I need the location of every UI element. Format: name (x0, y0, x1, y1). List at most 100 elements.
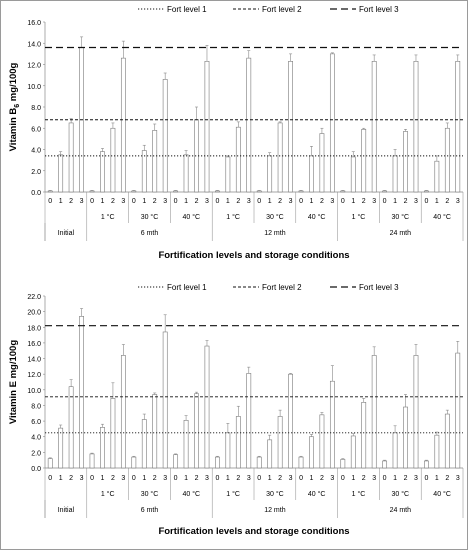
y-tick-label: 6.0 (31, 126, 41, 133)
bar (455, 61, 461, 193)
y-tick-label: 4.0 (31, 148, 41, 155)
bar (267, 155, 273, 193)
bar (215, 190, 220, 193)
y-axis-label: Vitamin E mg/100g (8, 340, 19, 424)
bar (120, 57, 126, 193)
bar (173, 190, 179, 193)
bar (329, 53, 335, 193)
x-tick-label: 1 (226, 198, 230, 205)
bar (152, 394, 158, 469)
bar (403, 131, 408, 193)
bar (256, 190, 262, 193)
x-tick-label: 2 (236, 198, 240, 205)
x-tick-label: 3 (456, 475, 460, 482)
x-tick-label: 2 (404, 475, 408, 482)
y-tick-label: 16.0 (27, 20, 41, 27)
bar (444, 127, 450, 193)
temperature-label: 40 °C (308, 213, 326, 221)
x-tick-label: 2 (362, 475, 366, 482)
x-tick-label: 3 (330, 475, 334, 482)
x-tick-label: 2 (236, 475, 240, 482)
bar (162, 79, 168, 193)
bar (350, 156, 356, 193)
x-tick-label: 3 (163, 475, 167, 482)
temperature-label: 30 °C (266, 490, 284, 498)
x-tick-label: 1 (268, 475, 272, 482)
x-tick-label: 2 (278, 475, 282, 482)
temperature-label: 30 °C (266, 213, 284, 221)
x-tick-label: 3 (163, 198, 167, 205)
x-tick-label: 3 (289, 475, 293, 482)
x-axis-label: Fortification levels and storage conditi… (158, 526, 349, 537)
bar (424, 460, 429, 469)
bar (235, 126, 241, 193)
y-tick-label: 16.0 (27, 341, 41, 348)
temperature-label: 1 °C (226, 213, 240, 221)
temperature-label: 40 °C (433, 213, 451, 221)
x-tick-label: 1 (184, 475, 188, 482)
x-tick-label: 1 (101, 475, 105, 482)
x-tick-label: 1 (184, 198, 188, 205)
x-tick-label: 3 (80, 198, 84, 205)
x-tick-label: 0 (383, 475, 387, 482)
temperature-label: 1 °C (226, 490, 240, 498)
bar (68, 122, 74, 193)
x-tick-label: 2 (320, 475, 324, 482)
bar (382, 460, 388, 469)
y-tick-label: 14.0 (27, 357, 41, 364)
bar (361, 402, 367, 469)
bar (277, 122, 283, 193)
bar (204, 61, 210, 193)
x-tick-label: 0 (424, 475, 428, 482)
bar (288, 373, 293, 469)
x-tick-label: 1 (142, 475, 146, 482)
time-label: Initial (58, 230, 75, 237)
x-tick-label: 0 (299, 475, 303, 482)
bar (319, 414, 325, 469)
x-tick-label: 3 (205, 475, 209, 482)
bar (277, 416, 283, 469)
x-tick-label: 0 (174, 198, 178, 205)
chart-panel-1: 0.0 2.0 4.0 6.0 8.0 10.0 12.0 14.0 16.0 Vitamin B… (8, 5, 464, 261)
x-tick-label: 2 (69, 475, 73, 482)
x-tick-label: 3 (456, 198, 460, 205)
y-tick-label: 6.0 (31, 419, 41, 426)
x-tick-label: 2 (362, 198, 366, 205)
y-tick-label: 2.0 (31, 169, 41, 176)
x-tick-label: 1 (142, 198, 146, 205)
x-tick-label: 1 (310, 198, 314, 205)
time-label: 12 mth (264, 230, 286, 237)
x-tick-label: 1 (393, 198, 397, 205)
bar (413, 355, 419, 469)
y-tick-label: 4.0 (31, 435, 41, 442)
bar (58, 154, 64, 193)
bar (68, 386, 74, 469)
bar (204, 345, 210, 469)
x-tick-label: 3 (289, 198, 293, 205)
x-tick-label: 0 (257, 198, 261, 205)
bar (58, 427, 64, 469)
bar (162, 331, 168, 469)
bar (298, 190, 304, 193)
legend-label: Fort level 3 (359, 5, 399, 14)
bar (424, 190, 429, 193)
x-tick-label: 2 (195, 475, 199, 482)
x-tick-label: 1 (393, 475, 397, 482)
x-tick-label: 1 (310, 475, 314, 482)
x-tick-label: 0 (215, 475, 219, 482)
x-tick-label: 2 (195, 198, 199, 205)
bar (455, 352, 461, 469)
bar (246, 373, 252, 469)
bar (131, 456, 137, 469)
y-tick-label: 2.0 (31, 450, 41, 457)
bar (225, 432, 231, 469)
bar (120, 355, 126, 469)
time-label: 6 mth (141, 230, 159, 237)
temperature-label: 30 °C (141, 490, 159, 498)
time-label: 6 mth (141, 507, 159, 514)
bar (131, 190, 137, 193)
bar (183, 154, 189, 193)
time-label: 12 mth (264, 507, 286, 514)
x-tick-label: 0 (341, 198, 345, 205)
bar (382, 190, 388, 193)
